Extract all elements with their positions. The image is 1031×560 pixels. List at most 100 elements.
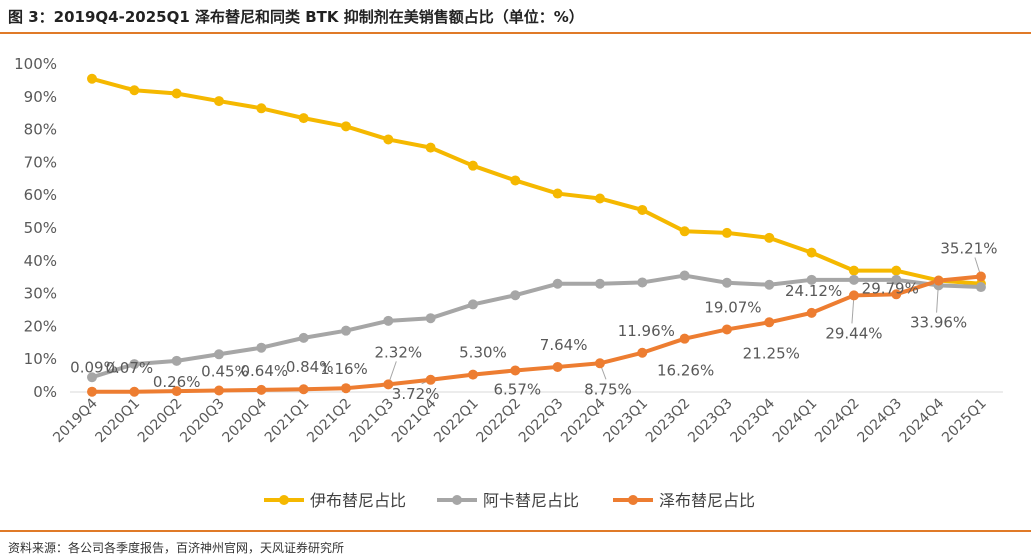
title-rule <box>0 32 1031 34</box>
legend-label-0: 伊布替尼占比 <box>310 491 406 510</box>
series-0-point <box>891 265 902 276</box>
series-2-point <box>129 386 140 397</box>
series-2-point <box>467 369 478 380</box>
series-points <box>87 73 986 397</box>
data-label: 0.45% <box>201 363 249 381</box>
series-2-point <box>891 289 902 300</box>
series-2-point <box>637 347 648 358</box>
x-tick-label: 2019Q4 <box>50 395 101 446</box>
x-tick-label: 2021Q3 <box>347 396 398 447</box>
y-tick-label: 20% <box>24 317 57 335</box>
series-2-point <box>298 384 309 395</box>
legend-label-1: 阿卡替尼占比 <box>483 491 579 510</box>
line-chart: 0% 10% 20% 30% 40% 50% 60% 70% 80% 90% 100% 2019Q4… <box>14 55 1003 510</box>
series-0-point <box>425 142 436 153</box>
series-1-point <box>425 313 436 324</box>
series-2-point <box>552 361 563 372</box>
data-label: 0.09% <box>70 359 118 377</box>
x-tick-label: 2021Q2 <box>304 396 355 447</box>
series-2-point <box>721 324 732 335</box>
series-0-point <box>340 121 351 132</box>
series-0-point <box>383 134 394 145</box>
series-1-point <box>637 277 648 288</box>
series-0-point <box>510 175 521 186</box>
x-tick-label: 2021Q1 <box>262 396 313 447</box>
x-tick-label: 2020Q2 <box>135 396 186 447</box>
series-1-point <box>467 299 478 310</box>
legend-marker-2 <box>628 495 638 505</box>
series-0-point <box>848 265 859 276</box>
source-note: 资料来源：各公司各季度报告，百济神州官网，天风证券研究所 <box>8 541 345 555</box>
series-2-point <box>679 333 690 344</box>
y-tick-label: 50% <box>24 219 57 237</box>
series-2-point <box>256 384 267 395</box>
x-tick-label: 2023Q1 <box>601 396 652 447</box>
series-1-point <box>129 359 140 370</box>
data-label: 5.30% <box>459 344 507 362</box>
data-label: 33.96% <box>910 314 967 332</box>
series-2-point <box>764 317 775 328</box>
y-tick-label: 60% <box>24 186 57 204</box>
legend-label-2: 泽布替尼占比 <box>659 491 755 510</box>
y-tick-label: 80% <box>24 121 57 139</box>
y-tick-label: 70% <box>24 153 57 171</box>
series-0-point <box>129 85 140 96</box>
data-label: 21.25% <box>743 344 800 362</box>
y-tick-label: 90% <box>24 88 57 106</box>
series-1-point <box>340 325 351 336</box>
data-label: 24.12% <box>785 282 842 300</box>
x-tick-label: 2020Q3 <box>177 396 228 447</box>
data-label: 7.64% <box>540 336 588 354</box>
series-2-point <box>171 386 182 397</box>
series-1-point <box>806 274 817 285</box>
legend: 伊布替尼占比 阿卡替尼占比 泽布替尼占比 <box>264 491 755 510</box>
legend-marker-1 <box>452 495 462 505</box>
page-title: 图 3：2019Q4-2025Q1 泽布替尼和同类 BTK 抑制剂在美销售额占比… <box>8 8 584 26</box>
data-label: 2.32% <box>374 343 422 361</box>
series-1-point <box>848 274 859 285</box>
data-label: 35.21% <box>940 240 997 258</box>
x-tick-label: 2022Q1 <box>431 396 482 447</box>
series-0-point <box>552 188 563 199</box>
x-tick-label: 2022Q4 <box>558 395 609 446</box>
series-2-point <box>510 365 521 376</box>
x-tick-label: 2020Q1 <box>93 396 144 447</box>
series-line-2 <box>90 274 983 394</box>
series-0-point <box>806 247 817 258</box>
y-tick-label: 100% <box>14 55 57 73</box>
data-label: 0.07% <box>106 359 154 377</box>
data-label: 8.75% <box>584 380 632 398</box>
data-label: 0.84% <box>286 358 334 376</box>
x-tick-label: 2022Q3 <box>516 396 567 447</box>
y-tick-label: 0% <box>33 383 57 401</box>
x-tick-label: 2024Q3 <box>854 396 905 447</box>
series-2-point <box>975 271 986 282</box>
series-0-point <box>256 103 267 114</box>
series-1-point <box>891 274 902 285</box>
legend-marker-0 <box>279 495 289 505</box>
y-tick-label: 30% <box>24 285 57 303</box>
x-tick-label: 2024Q2 <box>812 396 863 447</box>
series-1-point <box>510 290 521 301</box>
series-2-point <box>594 358 605 369</box>
series-1-point <box>383 315 394 326</box>
series-0-point <box>87 73 97 84</box>
data-label: 29.79% <box>862 279 919 297</box>
series-2-point <box>848 290 859 301</box>
x-tick-label: 2023Q4 <box>728 395 779 446</box>
x-tick-label: 2024Q1 <box>770 396 821 447</box>
series-0-point <box>213 96 224 107</box>
data-label: 0.64% <box>240 362 288 380</box>
series-1-point <box>679 270 690 281</box>
series-1-point <box>975 282 986 293</box>
data-label: 6.57% <box>493 380 541 398</box>
series-2-point <box>425 374 436 385</box>
data-label: 1.16% <box>320 360 368 378</box>
series-1-point <box>552 278 563 289</box>
data-label: 0.26% <box>153 373 201 391</box>
data-label: 3.72% <box>392 385 440 403</box>
series-2-point <box>87 386 97 397</box>
y-axis-labels: 0% 10% 20% 30% 40% 50% 60% 70% 80% 90% 100% <box>14 55 57 401</box>
series-1-point <box>87 372 97 383</box>
data-label: 19.07% <box>704 298 761 316</box>
